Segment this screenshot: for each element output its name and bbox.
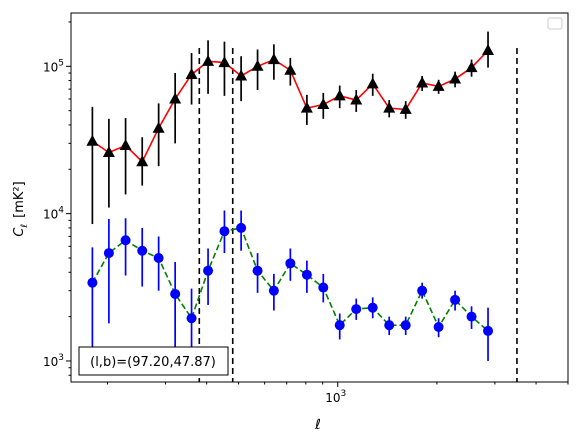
data-point — [185, 67, 198, 79]
series-2 — [87, 210, 494, 376]
data-point — [367, 302, 378, 313]
data-point — [218, 56, 231, 68]
data-point — [317, 98, 330, 110]
data-point — [333, 89, 346, 101]
data-point — [351, 304, 362, 315]
y-tick-label-exponent: 4 — [58, 206, 64, 216]
y-tick-label: 105 — [43, 58, 64, 74]
y-axis-label-main: C — [12, 227, 27, 237]
data-point — [483, 325, 494, 336]
data-point — [186, 313, 197, 324]
data-point — [301, 269, 312, 280]
data-point — [465, 61, 478, 73]
x-tick-label-exponent: 3 — [341, 389, 347, 399]
y-tick-label: 104 — [43, 206, 64, 222]
data-point — [119, 139, 132, 151]
data-point — [236, 222, 247, 233]
data-point — [366, 77, 379, 89]
data-point — [318, 282, 329, 293]
legend-box — [547, 17, 563, 30]
data-point — [334, 320, 345, 331]
data-point — [449, 72, 462, 84]
data-point — [284, 63, 297, 75]
x-tick-label-base: 10 — [325, 391, 340, 405]
data-point — [300, 101, 313, 113]
data-point — [235, 69, 248, 81]
data-point — [219, 226, 230, 237]
data-point — [202, 54, 215, 66]
data-point — [416, 76, 429, 88]
data-point — [252, 265, 263, 276]
annotation-box: (l,b)=(97.20,47.87) — [78, 346, 229, 376]
data-point — [153, 252, 164, 263]
data-point — [169, 92, 182, 104]
data-point — [350, 93, 363, 105]
data-point — [136, 155, 149, 167]
data-point — [152, 121, 165, 133]
data-point — [267, 53, 280, 65]
x-axis-label: ℓ — [314, 417, 321, 433]
data-point — [203, 265, 214, 276]
data-point — [251, 59, 264, 71]
data-point — [432, 79, 445, 91]
data-point — [400, 320, 411, 331]
x-tick-label: 103 — [325, 389, 346, 405]
y-tick-label-base: 10 — [43, 60, 58, 74]
series-1 — [86, 31, 495, 225]
data-point — [466, 311, 477, 322]
y-axis-label: Cℓ [mK²] — [12, 181, 30, 236]
data-point — [383, 101, 396, 113]
data-point — [137, 245, 148, 256]
data-point — [103, 248, 114, 259]
y-tick-label-base: 10 — [43, 208, 58, 222]
annotation-text: (l,b)=(97.20,47.87) — [90, 355, 216, 370]
data-point — [87, 277, 98, 288]
y-tick-label-exponent: 3 — [58, 353, 64, 363]
y-tick-label-base: 10 — [43, 355, 58, 369]
data-point — [120, 235, 131, 246]
data-point — [170, 288, 181, 299]
y-tick-label-exponent: 5 — [58, 58, 64, 68]
data-point — [384, 320, 395, 331]
y-axis-label-unit: [mK²] — [12, 181, 27, 218]
data-point — [482, 44, 495, 56]
data-point — [285, 258, 296, 269]
data-point — [86, 134, 99, 146]
data-point — [417, 285, 428, 296]
plot-frame — [70, 12, 569, 383]
data-point — [399, 102, 412, 114]
data-point — [450, 294, 461, 305]
y-tick-label: 103 — [43, 353, 64, 369]
data-point — [433, 322, 444, 333]
data-point — [102, 145, 115, 157]
data-point — [268, 285, 279, 296]
y-axis-label-sub: ℓ — [20, 224, 30, 229]
